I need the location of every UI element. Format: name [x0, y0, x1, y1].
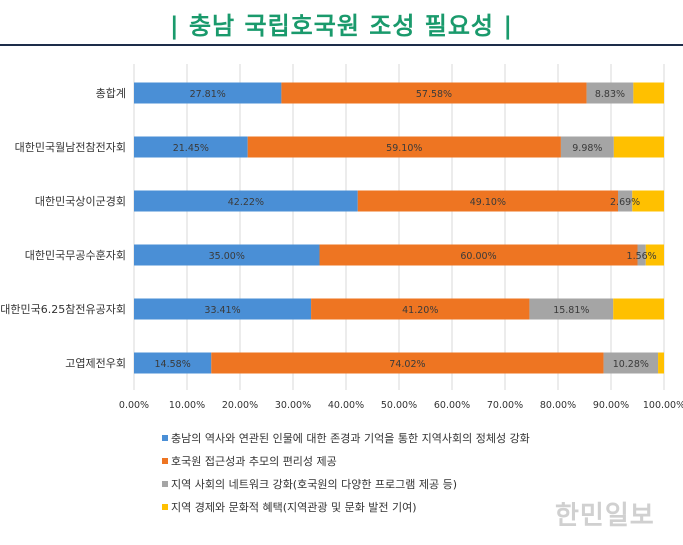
data-labels: 27.81% 57.58% 8.83% 21.45% 59.10% 9.98% 42.22%…: [155, 89, 657, 370]
x-tick-label: 0.00%: [119, 400, 149, 411]
legend-swatch: [162, 481, 168, 487]
bar-segment: [637, 244, 646, 266]
data-label: 21.45%: [173, 143, 209, 154]
x-tick-label: 40.00%: [328, 400, 364, 411]
legend-swatch: [162, 435, 168, 441]
legend-item: 지역 경제와 문화적 혜택(지역관광 및 문화 발전 기여): [162, 499, 417, 515]
bar-segment: [658, 352, 664, 374]
chart-title: | 충남 국립호국원 조성 필요성 |: [169, 12, 514, 40]
data-label: 49.10%: [470, 197, 506, 208]
bar-segment: [281, 82, 587, 104]
legend-label: 호국원 접근성과 추모의 편리성 제공: [171, 455, 337, 468]
bar-segment: [134, 244, 320, 266]
x-axis-ticks: 0.00% 10.00% 20.00% 30.00% 40.00% 50.00% 60.00…: [119, 400, 683, 411]
x-tick-label: 50.00%: [381, 400, 417, 411]
data-label: 10.28%: [613, 359, 649, 370]
data-label: 33.41%: [204, 305, 240, 316]
bar-segment: [247, 136, 561, 158]
bar-segment: [632, 190, 664, 212]
data-label: 27.81%: [190, 89, 226, 100]
bar-segment: [560, 136, 614, 158]
x-tick-label: 30.00%: [275, 400, 311, 411]
bar-segment: [613, 136, 664, 158]
data-label: 8.83%: [595, 89, 625, 100]
bar-segment: [134, 352, 212, 374]
data-label: 9.98%: [572, 143, 602, 154]
bar-segment: [586, 82, 634, 104]
bar-segment: [645, 244, 664, 266]
x-tick-label: 70.00%: [487, 400, 523, 411]
title-divider: [0, 44, 683, 46]
category-labels: 총합계대한민국월남전참전자회대한민국상이군경회대한민국무공수훈자회대한민국6.2…: [0, 87, 126, 370]
data-label: 41.20%: [402, 305, 438, 316]
bar-segment: [134, 298, 312, 320]
category-label: 대한민국6.25참전유공자회: [0, 303, 126, 316]
bar-segment: [357, 190, 618, 212]
bar-segment: [529, 298, 614, 320]
legend-swatch: [162, 458, 168, 464]
bar-segment: [319, 244, 638, 266]
bar-segment: [211, 352, 604, 374]
x-tick-label: 100.00%: [643, 400, 683, 411]
data-label: 35.00%: [209, 251, 245, 262]
x-tick-label: 10.00%: [169, 400, 205, 411]
bar-segment: [134, 82, 282, 104]
legend-swatch: [162, 504, 168, 510]
bars: [134, 82, 664, 374]
legend-item: 호국원 접근성과 추모의 편리성 제공: [162, 453, 337, 469]
legend-label: 충남의 역사와 연관된 인물에 대한 존경과 기억을 통한 지역사회의 정체성 …: [171, 432, 530, 445]
category-label: 고엽제전우회: [65, 357, 126, 370]
legend-item: 충남의 역사와 연관된 인물에 대한 존경과 기억을 통한 지역사회의 정체성 …: [162, 430, 530, 446]
x-tick-label: 80.00%: [540, 400, 576, 411]
watermark-logo: 한민일보: [555, 501, 655, 531]
category-label: 대한민국무공수훈자회: [25, 249, 126, 262]
legend-label: 지역 경제와 문화적 혜택(지역관광 및 문화 발전 기여): [171, 501, 417, 514]
data-label: 15.81%: [553, 305, 589, 316]
data-label: 2.69%: [610, 197, 640, 208]
legend-label: 지역 사회의 네트워크 강화(호국원의 다양한 프로그램 제공 등): [171, 478, 458, 491]
data-label: 42.22%: [228, 197, 264, 208]
x-tick-label: 60.00%: [434, 400, 470, 411]
data-label: 59.10%: [386, 143, 422, 154]
data-label: 1.56%: [627, 251, 657, 262]
bar-segment: [134, 136, 248, 158]
x-tick-label: 20.00%: [222, 400, 258, 411]
data-label: 57.58%: [416, 89, 452, 100]
category-label: 대한민국월남전참전자회: [15, 141, 126, 154]
stacked-bar-chart: 총합계대한민국월남전참전자회대한민국상이군경회대한민국무공수훈자회대한민국6.2…: [0, 64, 683, 411]
bar-segment: [613, 298, 664, 320]
data-label: 74.02%: [389, 359, 425, 370]
bar-segment: [633, 82, 664, 104]
gridlines: [133, 64, 665, 390]
x-tick-label: 90.00%: [593, 400, 629, 411]
bar-segment: [134, 190, 358, 212]
data-label: 60.00%: [460, 251, 496, 262]
bar-segment: [617, 190, 633, 212]
legend-item: 지역 사회의 네트워크 강화(호국원의 다양한 프로그램 제공 등): [162, 476, 457, 492]
bar-segment: [311, 298, 530, 320]
bar-segment: [603, 352, 659, 374]
category-label: 대한민국상이군경회: [35, 195, 126, 208]
data-label: 14.58%: [155, 359, 191, 370]
category-label: 총합계: [96, 87, 126, 100]
